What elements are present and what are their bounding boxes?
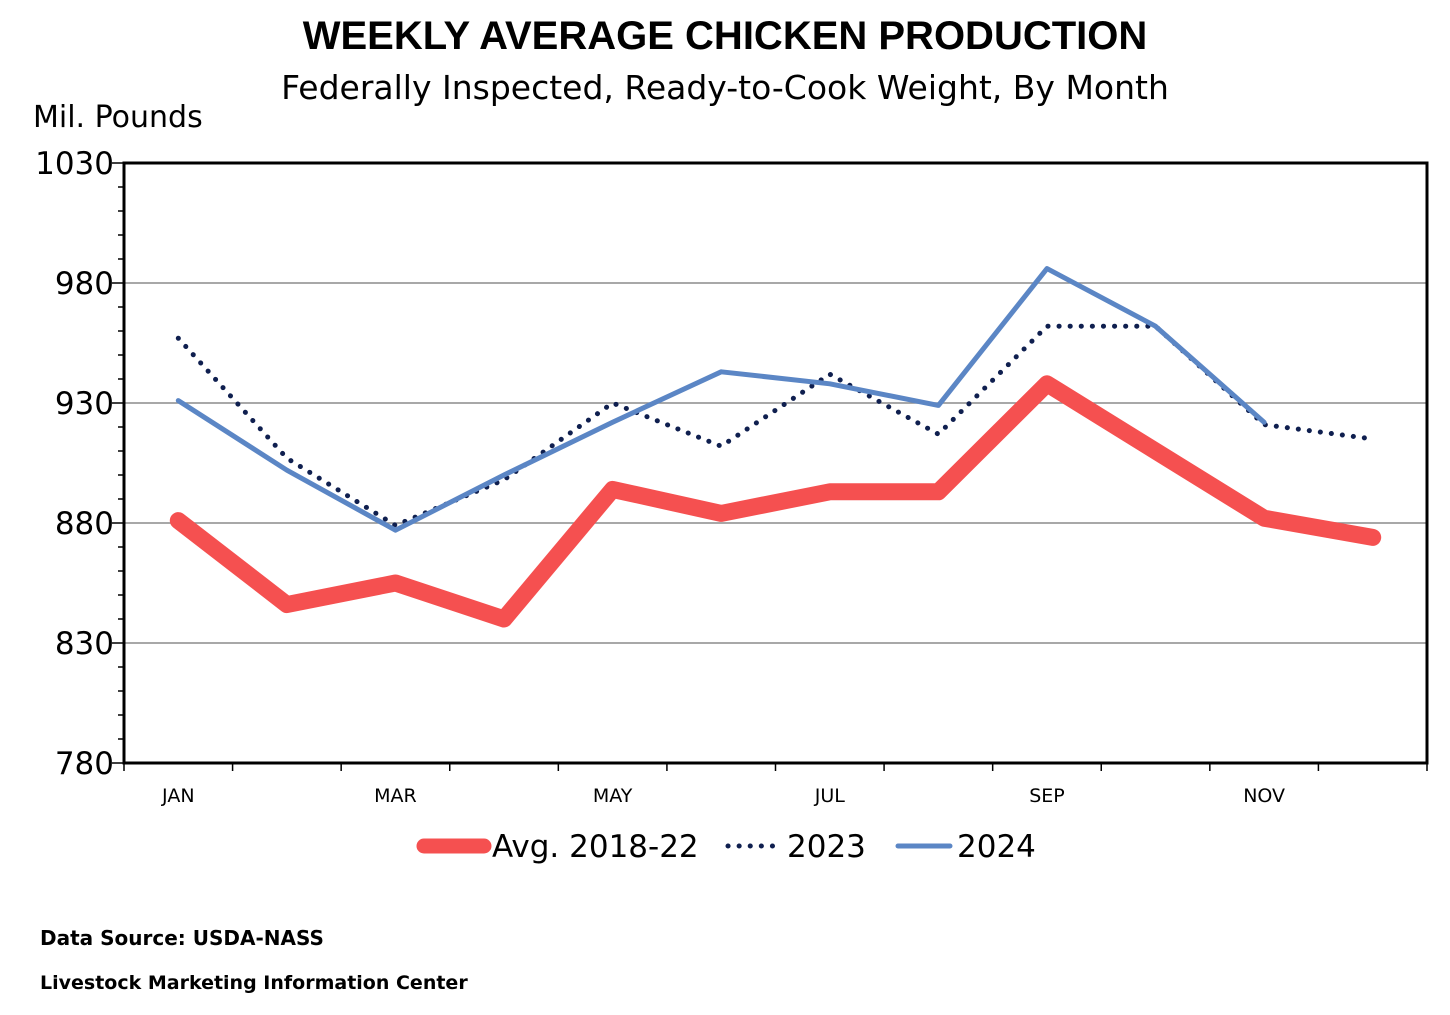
y-tick-label: 1030 [35,146,114,182]
y-axis-label: Mil. Pounds [33,100,203,135]
series-line-avg-2018-22 [169,375,1382,628]
y-tick-label: 980 [55,266,114,302]
x-tick-label: MAR [374,785,417,807]
chart-subtitle: Federally Inspected, Ready-to-Cook Weigh… [281,68,1169,107]
chart-title: WEEKLY AVERAGE CHICKEN PRODUCTION [302,14,1148,58]
x-tick-label: JAN [161,785,194,807]
series-line-2024 [175,266,1267,533]
x-tick-label: NOV [1243,785,1285,807]
y-tick-label: 780 [55,746,114,782]
x-tick-label: SEP [1029,785,1065,807]
plot-area-border [122,161,1429,765]
y-tick-label: 930 [55,386,114,422]
y-tick-label: 880 [55,506,114,542]
legend-label: 2023 [787,829,866,865]
legend-label: Avg. 2018-22 [492,829,699,865]
organization: Livestock Marketing Information Center [40,972,468,994]
legend-label: 2024 [957,829,1036,865]
x-tick-label: MAY [593,785,633,807]
x-tick-label: JUL [814,785,846,807]
y-tick-label: 830 [55,626,114,662]
data-source: Data Source: USDA-NASS [40,926,324,950]
